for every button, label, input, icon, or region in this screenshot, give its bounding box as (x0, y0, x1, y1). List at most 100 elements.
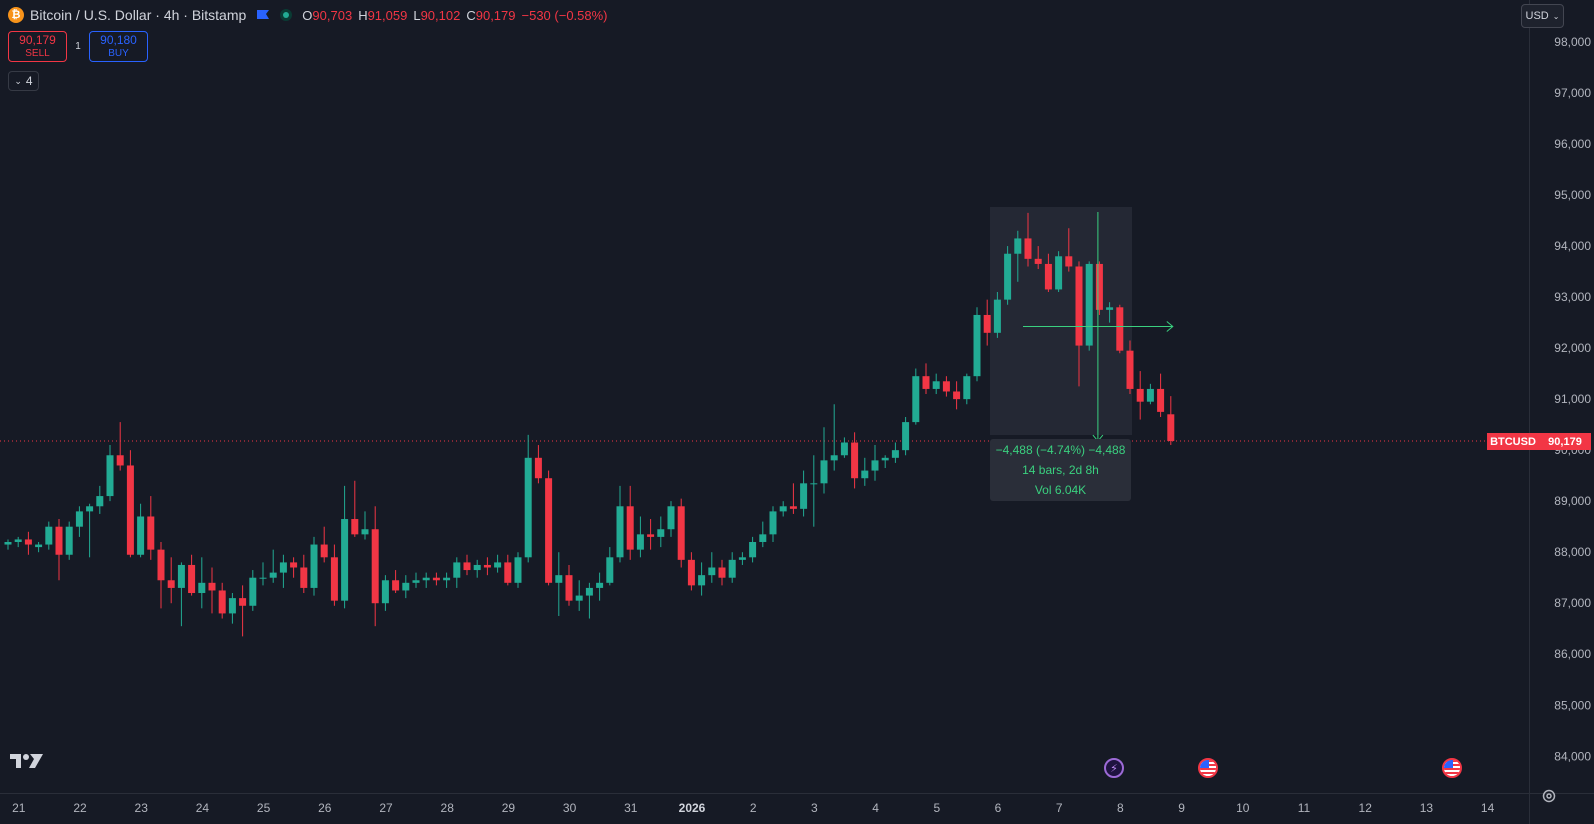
candle-body (636, 534, 644, 550)
candle-body (1014, 238, 1022, 254)
candle-body (402, 582, 410, 591)
candle-body (432, 577, 440, 581)
candle-body (147, 516, 155, 550)
price-tick-label: 91,000 (1554, 392, 1591, 406)
candle-body (1167, 414, 1175, 442)
time-tick-label: 29 (502, 801, 516, 815)
candle-body (1055, 256, 1063, 290)
candle-body (1004, 253, 1012, 300)
candle-body (392, 580, 400, 591)
candle-body (749, 541, 757, 558)
measure-tool[interactable] (1023, 212, 1174, 442)
price-tick-label: 88,000 (1554, 545, 1591, 559)
price-tick-label: 92,000 (1554, 341, 1591, 355)
sell-button[interactable]: 90,179 SELL (8, 31, 67, 62)
price-tick-label: 93,000 (1554, 290, 1591, 304)
price-tick-label: 98,000 (1554, 35, 1591, 49)
candle-body (534, 457, 542, 479)
buy-button[interactable]: 90,180 BUY (89, 31, 148, 62)
measure-bars: 14 bars, 2d 8h (1022, 463, 1099, 477)
chevron-down-icon: ⌄ (1552, 11, 1560, 21)
tradingview-logo-icon[interactable] (10, 750, 44, 770)
candle-body (473, 564, 481, 571)
time-tick-label: 7 (1056, 801, 1063, 815)
currency-select[interactable]: USD ⌄ (1521, 4, 1564, 28)
candle-body (55, 526, 63, 555)
candles (4, 212, 1175, 637)
time-tick-label: 25 (257, 801, 271, 815)
sell-price: 90,179 (19, 32, 56, 47)
candle-body (789, 506, 797, 509)
price-tick-label: 86,000 (1554, 647, 1591, 661)
trade-panel: 90,179 SELL 1 90,180 BUY (8, 31, 148, 62)
time-tick-label: 11 (1298, 801, 1311, 815)
candle-body (932, 381, 940, 389)
candle-body (728, 559, 736, 578)
candle-body (779, 506, 787, 512)
candle-body (35, 544, 43, 548)
candle-body (698, 575, 706, 586)
candle-body (188, 564, 196, 594)
buy-price: 90,180 (100, 32, 137, 47)
candle-body (626, 506, 634, 550)
candle-body (106, 455, 114, 497)
candle-body (902, 422, 910, 451)
flag-icon[interactable] (256, 9, 270, 22)
price-tick-label: 87,000 (1554, 596, 1591, 610)
price-tick-label: 94,000 (1554, 239, 1591, 253)
price-tick-label: 95,000 (1554, 188, 1591, 202)
candle-body (4, 541, 12, 545)
candle-body (800, 483, 808, 509)
candle-body (718, 567, 726, 578)
last-price-tag: 90,179 (1539, 433, 1591, 450)
candle-body (1157, 388, 1165, 412)
candle-body (483, 564, 491, 568)
chevron-down-icon: ⌄ (14, 75, 22, 86)
time-tick-label: 2 (750, 801, 757, 815)
candle-body (351, 519, 359, 535)
candle-body (167, 580, 175, 588)
candle-body (290, 562, 298, 568)
candle-body (596, 582, 604, 588)
candle-body (942, 381, 950, 392)
candle-body (412, 580, 420, 583)
candle-body (381, 580, 389, 604)
candle-body (759, 534, 767, 542)
candle-body (157, 549, 165, 581)
price-tick-label: 84,000 (1554, 749, 1591, 763)
us-flag-event-icon[interactable] (1198, 758, 1218, 778)
candle-body (371, 529, 379, 604)
indicators-toggle-button[interactable]: ⌄ 4 (8, 71, 39, 91)
time-tick-label: 2026 (679, 801, 706, 815)
candle-body (14, 539, 22, 542)
market-status-icon[interactable] (280, 9, 293, 21)
candle-body (687, 559, 695, 586)
currency-value: USD (1525, 10, 1549, 22)
ohlc-low: L90,102 (413, 7, 461, 23)
time-tick-label: 6 (995, 801, 1002, 815)
candle-body (922, 376, 930, 389)
candle-body (504, 562, 512, 583)
candle-body (585, 587, 593, 596)
symbol-legend[interactable]: ₿ Bitcoin / U.S. Dollar · 4h · Bitstamp … (8, 6, 614, 24)
candle-body (137, 516, 145, 555)
time-tick-label: 12 (1359, 801, 1373, 815)
candle-body (830, 455, 838, 461)
ohlc-high: H91,059 (358, 7, 408, 23)
candle-body (983, 314, 991, 333)
candle-body (239, 598, 247, 606)
price-axis[interactable]: 98,000 97,000 96,000 95,000 94,000 93,000 92,0… (1554, 35, 1591, 763)
candle-body (177, 564, 185, 588)
flash-event-icon[interactable]: ⚡ (1104, 758, 1124, 778)
candle-body (1106, 307, 1114, 310)
candle-body (218, 590, 226, 614)
candle-body (1126, 350, 1134, 389)
symbol-title[interactable]: Bitcoin / U.S. Dollar · 4h · Bitstamp (30, 7, 247, 23)
candle-body (963, 376, 971, 400)
candle-body (320, 544, 328, 558)
us-flag-event-icon[interactable] (1442, 758, 1462, 778)
gear-icon[interactable] (1535, 783, 1563, 809)
time-axis[interactable]: 21 22 23 24 25 26 27 28 29 30 31 2026 2 3 4 5 6 7 8 9 10 11 12… (12, 801, 1494, 815)
candle-body (524, 457, 532, 558)
